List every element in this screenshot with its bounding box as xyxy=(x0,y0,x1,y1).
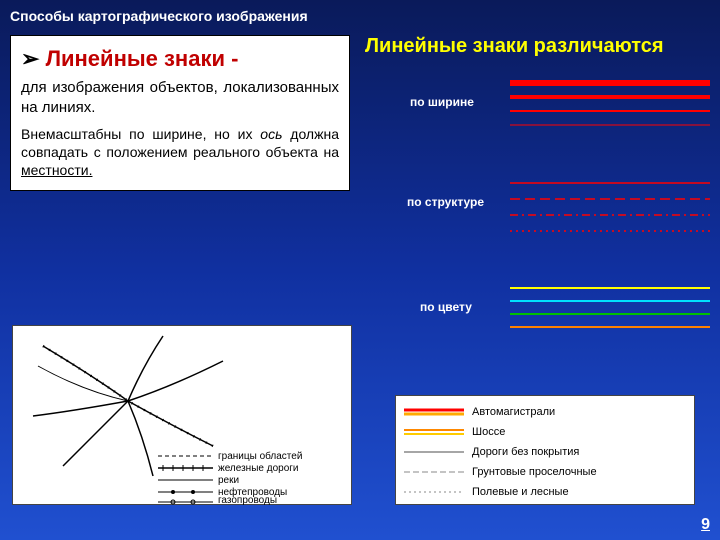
definition-body-2: Внемасштабны по ширине, но их ось должна… xyxy=(21,125,339,180)
structure-lines xyxy=(510,175,710,245)
legend-row: Автомагистрали xyxy=(404,402,686,422)
color-lines xyxy=(510,282,710,342)
category-color: по цвету xyxy=(420,300,472,314)
legend-label: Грунтовые проселочные xyxy=(472,466,597,478)
legend-label: Дороги без покрытия xyxy=(472,446,579,458)
width-lines xyxy=(510,75,710,135)
legend-row: Грунтовые проселочные xyxy=(404,462,686,482)
road-legend: Автомагистрали Шоссе Дороги без покрытия Гр… xyxy=(395,395,695,505)
page-title: Способы картографического изображения xyxy=(0,0,720,32)
legend-label: Шоссе xyxy=(472,426,505,438)
legend-row: Шоссе xyxy=(404,422,686,442)
svg-text:железные дороги: железные дороги xyxy=(218,463,298,474)
map-svg: границы областей железные дороги реки не… xyxy=(13,326,353,506)
category-structure: по структуре xyxy=(407,195,484,209)
page-number: 9 xyxy=(701,516,710,534)
definition-panel: ➢ Линейные знаки - для изображения объек… xyxy=(10,35,350,191)
definition-body-1: для изображения объектов, локализованных… xyxy=(21,78,339,117)
svg-text:газопроводы: газопроводы xyxy=(218,495,277,506)
right-title: Линейные знаки различаются xyxy=(365,35,715,58)
svg-text:границы областей: границы областей xyxy=(218,450,302,462)
bullet-icon: ➢ xyxy=(21,46,39,71)
legend-label: Автомагистрали xyxy=(472,406,555,418)
legend-row: Полевые и лесные xyxy=(404,482,686,502)
definition-heading: ➢ Линейные знаки - xyxy=(21,46,339,72)
legend-row: Дороги без покрытия xyxy=(404,442,686,462)
heading-text: Линейные знаки - xyxy=(46,46,239,71)
legend-label: Полевые и лесные xyxy=(472,486,569,498)
map-panel: границы областей железные дороги реки не… xyxy=(12,325,352,505)
svg-text:реки: реки xyxy=(218,475,239,486)
category-width: по ширине xyxy=(410,95,474,109)
